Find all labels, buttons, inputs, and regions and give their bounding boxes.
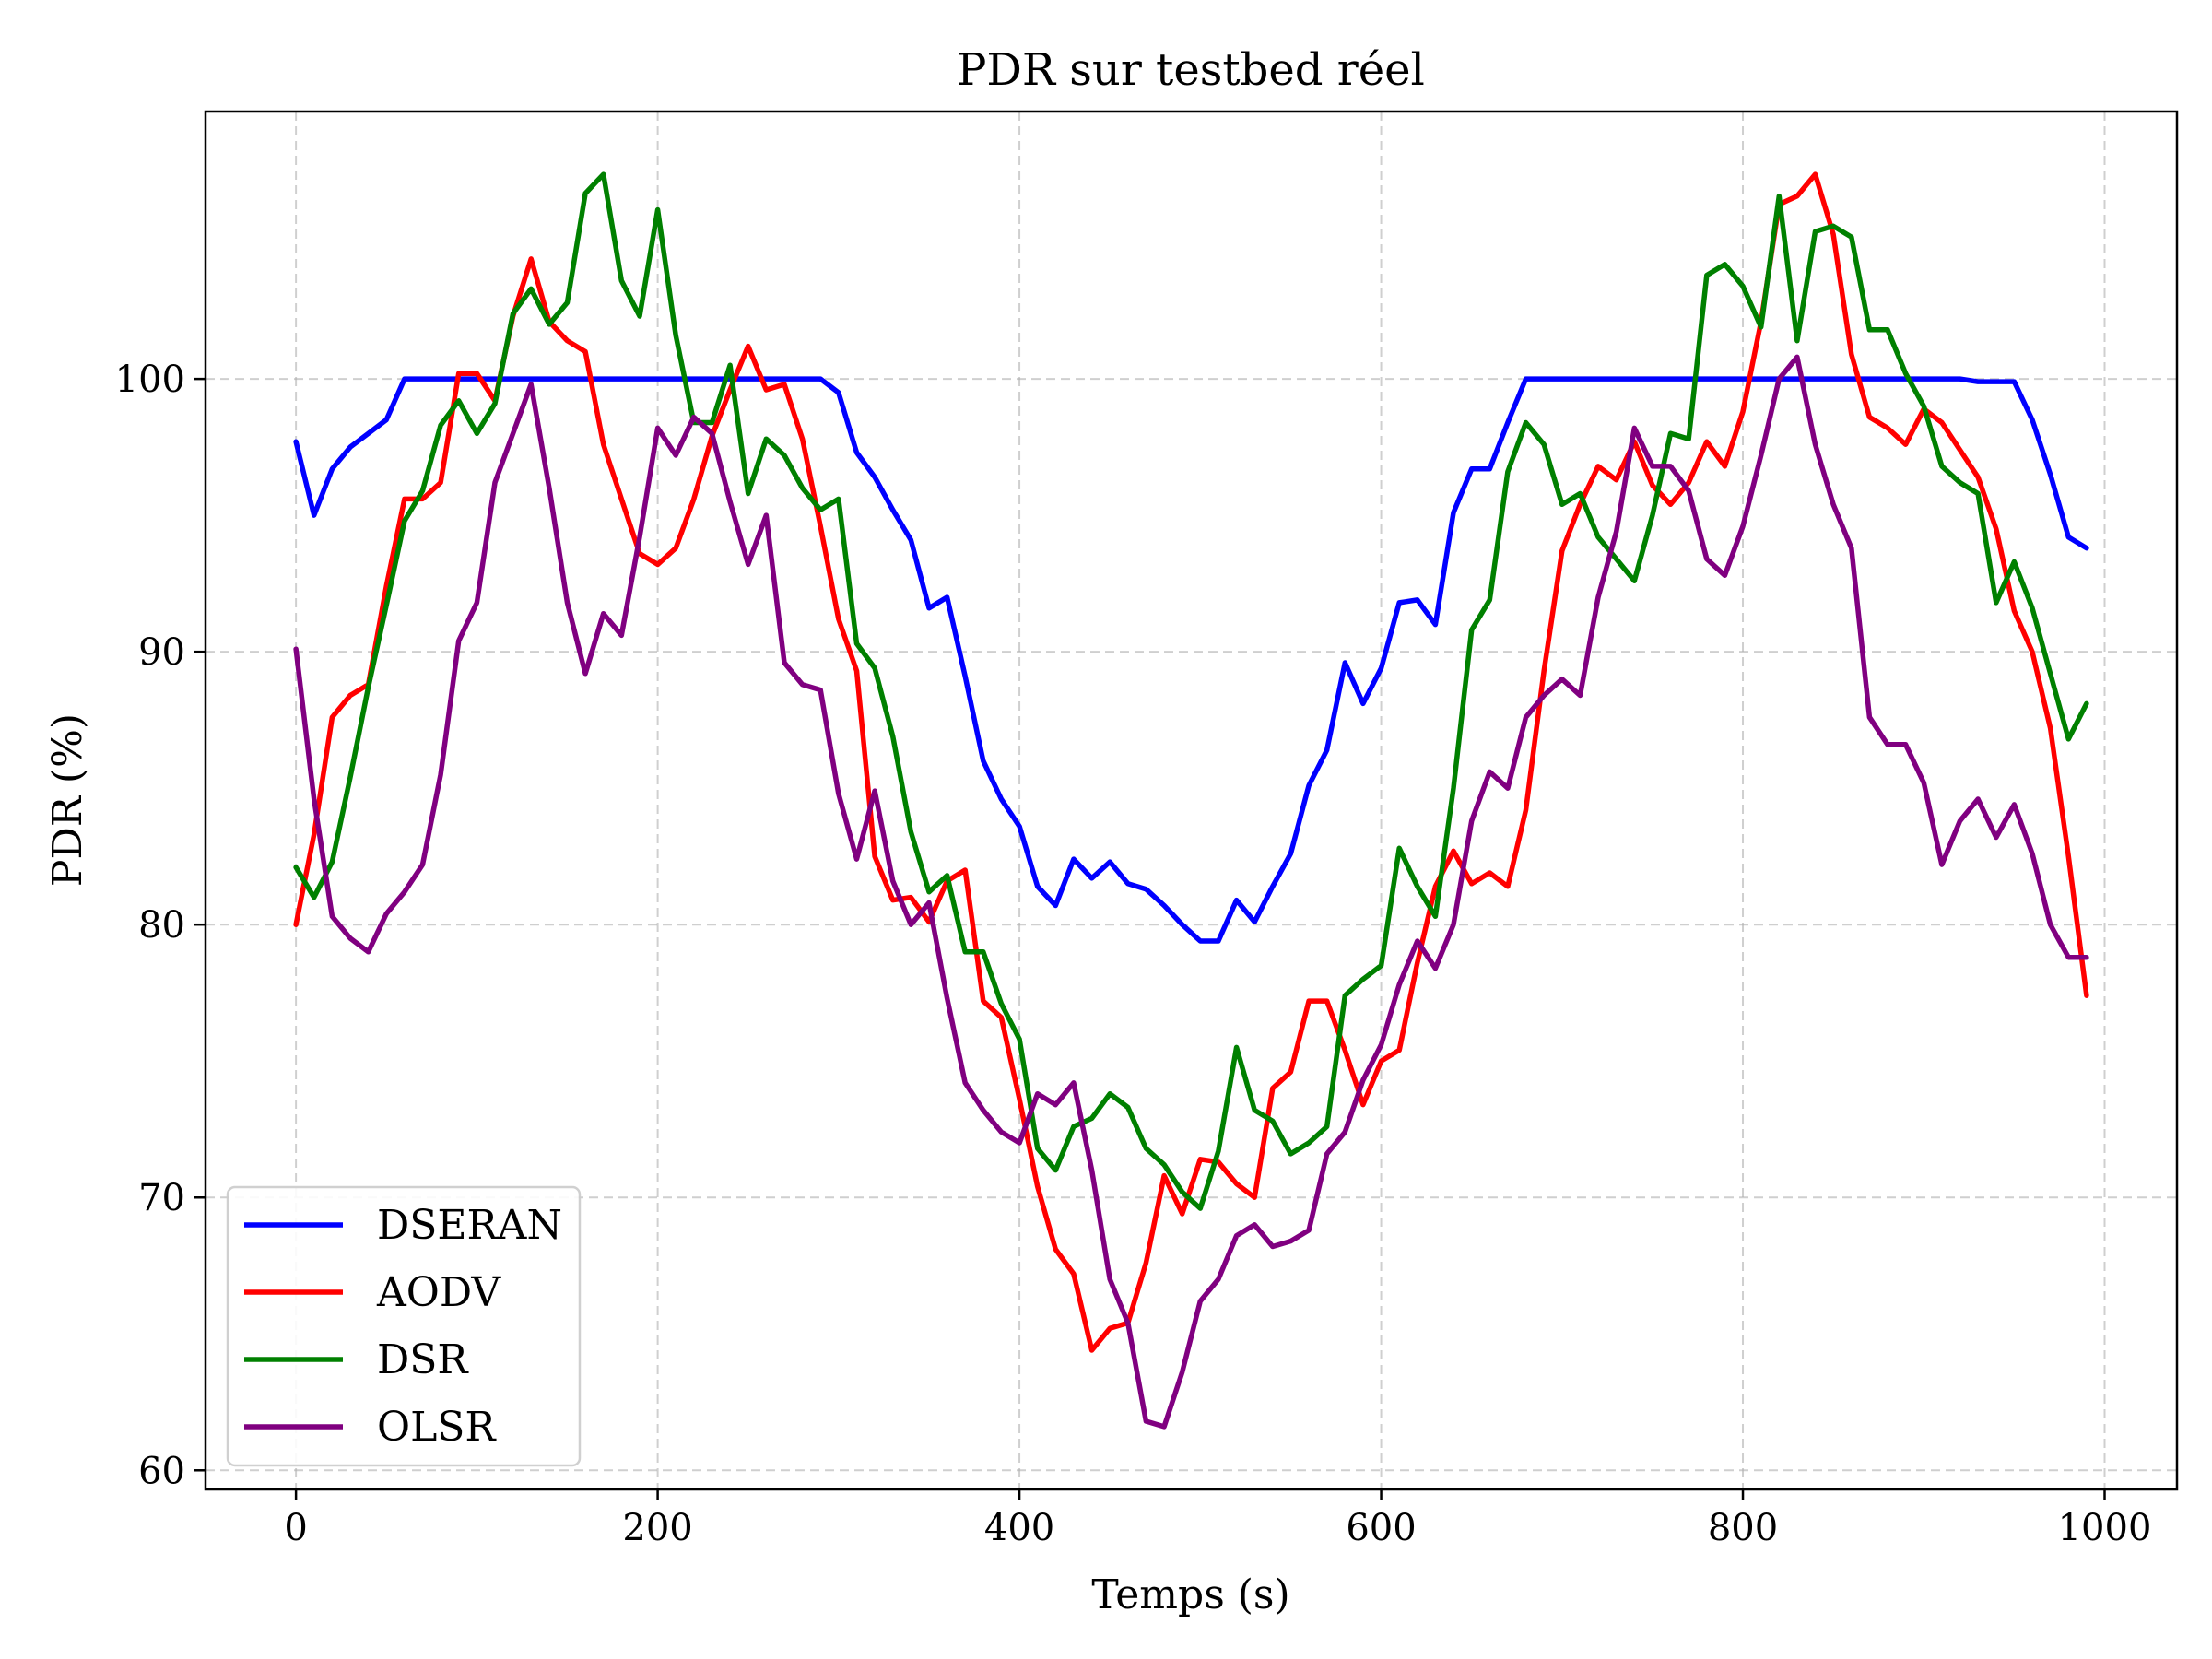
chart-title: PDR sur testbed réel [957, 44, 1425, 96]
series-layer [293, 171, 2089, 1430]
series-line-olsr [293, 354, 2089, 1430]
series-line-dseran [293, 376, 2089, 944]
plot-frame [204, 110, 2179, 1491]
legend-label-dseran: DSERAN [377, 1202, 562, 1249]
y-tick-label: 80 [138, 904, 185, 947]
x-tick-label: 1000 [2058, 1507, 2152, 1549]
x-tick-label: 400 [984, 1507, 1054, 1549]
grid-lines [206, 112, 2177, 1489]
y-tick-label: 70 [138, 1177, 185, 1219]
x-tick-label: 800 [1708, 1507, 1778, 1549]
legend-label-olsr: OLSR [377, 1404, 497, 1451]
x-axis-label: Temps (s) [1091, 1571, 1289, 1618]
y-tick-label: 90 [138, 631, 185, 674]
legend-label-aodv: AODV [376, 1269, 501, 1316]
y-tick-label: 100 [115, 359, 185, 401]
series-line-aodv [293, 171, 2089, 1353]
x-tick-label: 0 [284, 1507, 307, 1549]
x-tick-label: 600 [1346, 1507, 1416, 1549]
series-line-dsr [293, 171, 2089, 1211]
y-axis-label: PDR (%) [44, 713, 91, 887]
x-tick-label: 200 [622, 1507, 692, 1549]
legend-label-dsr: DSR [377, 1336, 469, 1383]
legend-box [226, 1185, 582, 1467]
axis-ticks: 0 200 400 600 800 1000 60 70 80 90 100 [115, 359, 2152, 1549]
legend: DSERAN AODV DSR OLSR [226, 1185, 582, 1467]
y-tick-label: 60 [138, 1450, 185, 1492]
